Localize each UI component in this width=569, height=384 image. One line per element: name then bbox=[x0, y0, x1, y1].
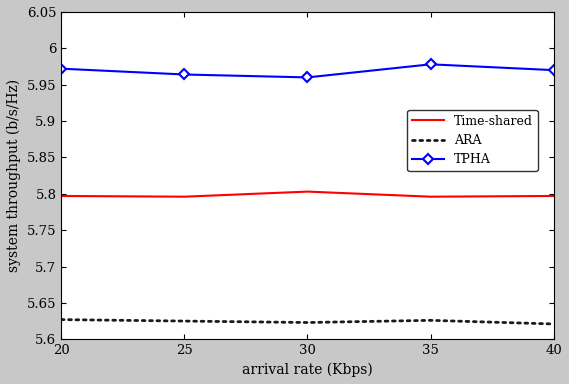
TPHA bbox=[181, 72, 188, 77]
ARA bbox=[550, 322, 557, 326]
TPHA bbox=[304, 75, 311, 80]
Time-shared bbox=[181, 194, 188, 199]
TPHA bbox=[58, 66, 65, 71]
Line: Time-shared: Time-shared bbox=[61, 192, 554, 197]
TPHA bbox=[427, 62, 434, 66]
Time-shared bbox=[550, 194, 557, 198]
Time-shared bbox=[427, 194, 434, 199]
X-axis label: arrival rate (Kbps): arrival rate (Kbps) bbox=[242, 362, 373, 377]
ARA bbox=[181, 319, 188, 323]
ARA bbox=[58, 317, 65, 322]
TPHA bbox=[550, 68, 557, 73]
Y-axis label: system throughput (b/s/Hz): system throughput (b/s/Hz) bbox=[7, 79, 21, 272]
ARA bbox=[427, 318, 434, 323]
Line: TPHA: TPHA bbox=[58, 61, 557, 81]
Legend: Time-shared, ARA, TPHA: Time-shared, ARA, TPHA bbox=[407, 110, 538, 171]
Time-shared bbox=[58, 194, 65, 198]
Time-shared bbox=[304, 189, 311, 194]
Line: ARA: ARA bbox=[61, 319, 554, 324]
ARA bbox=[304, 320, 311, 325]
